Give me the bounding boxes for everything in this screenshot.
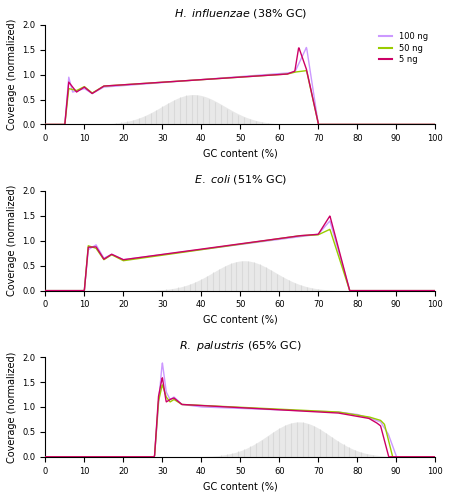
X-axis label: GC content (%): GC content (%): [203, 481, 278, 491]
Y-axis label: Coverage (normalized): Coverage (normalized): [7, 185, 17, 296]
Y-axis label: Coverage (normalized): Coverage (normalized): [7, 19, 17, 130]
Title: $\it{R.\ palustris}$ (65% GC): $\it{R.\ palustris}$ (65% GC): [179, 339, 302, 353]
Legend: 100 ng, 50 ng, 5 ng: 100 ng, 50 ng, 5 ng: [376, 29, 431, 68]
Title: $\it{E.\ coli}$ (51% GC): $\it{E.\ coli}$ (51% GC): [194, 173, 287, 186]
X-axis label: GC content (%): GC content (%): [203, 315, 278, 325]
X-axis label: GC content (%): GC content (%): [203, 149, 278, 159]
Title: $\it{H.\ influenzae}$ (38% GC): $\it{H.\ influenzae}$ (38% GC): [174, 7, 307, 20]
Y-axis label: Coverage (normalized): Coverage (normalized): [7, 351, 17, 463]
